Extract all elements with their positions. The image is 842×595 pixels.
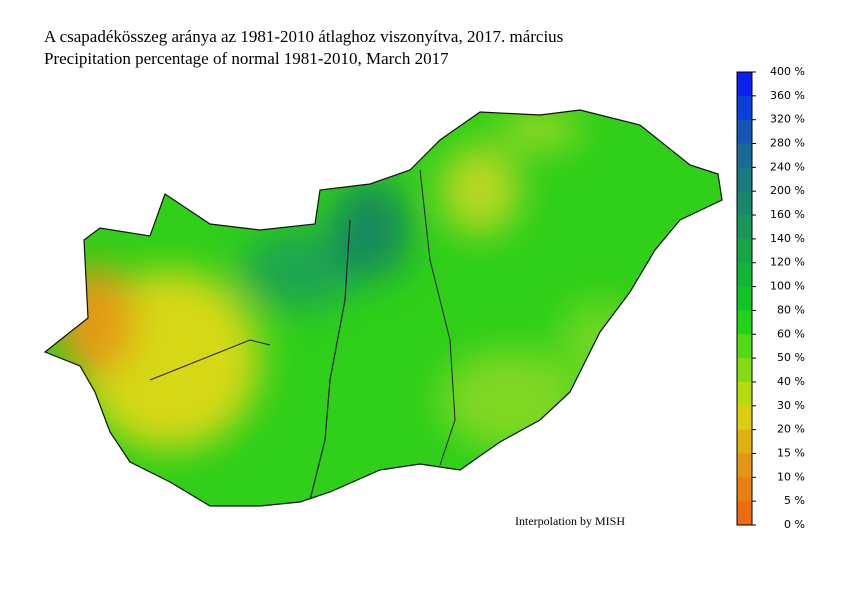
country-border [43,109,723,507]
title-en: Precipitation percentage of normal 1981-… [44,49,449,68]
legend-swatch [737,286,752,311]
legend-label: 200 % [770,184,805,197]
legend-swatch [737,215,752,240]
legend-label: 5 % [784,494,805,507]
legend-swatch [737,358,752,383]
legend-label: 10 % [777,470,805,483]
legend-swatch [737,238,752,264]
precipitation-map [45,110,722,506]
legend-swatch [737,477,752,502]
legend-label: 80 % [777,303,805,316]
legend: 400 % 360 % 320 % 280 % 240 % 200 % 160 % 140 %… [737,65,805,531]
legend-label: 120 % [770,256,805,269]
legend-swatch [737,381,752,407]
legend-label: 60 % [777,327,805,340]
title-hu: A csapadékösszeg aránya az 1981-2010 átl… [44,27,563,46]
legend-swatch [737,405,752,431]
legend-swatch [737,501,752,526]
legend-label: 140 % [770,232,805,245]
legend-swatch [737,310,752,335]
legend-swatch [737,429,752,454]
legend-label: 50 % [777,351,805,364]
legend-label: 15 % [777,446,805,459]
legend-swatch [737,72,752,97]
legend-swatch [737,191,752,216]
credit: Interpolation by MISH [515,514,625,528]
legend-swatch [737,167,752,192]
legend-swatch [737,95,752,121]
legend-label: 320 % [770,113,805,126]
legend-label: 360 % [770,89,805,102]
legend-label: 240 % [770,160,805,173]
legend-swatch [737,119,752,145]
legend-label: 0 % [784,518,805,531]
legend-swatch [737,262,752,288]
legend-label: 30 % [777,399,805,412]
legend-label: 400 % [770,65,805,78]
legend-swatch [737,453,752,478]
legend-label: 280 % [770,137,805,150]
legend-swatch [737,334,752,359]
legend-label: 40 % [777,375,805,388]
legend-label: 20 % [777,423,805,436]
legend-swatch [737,143,752,168]
legend-label: 100 % [770,280,805,293]
legend-frame [736,71,753,526]
legend-label: 160 % [770,208,805,221]
